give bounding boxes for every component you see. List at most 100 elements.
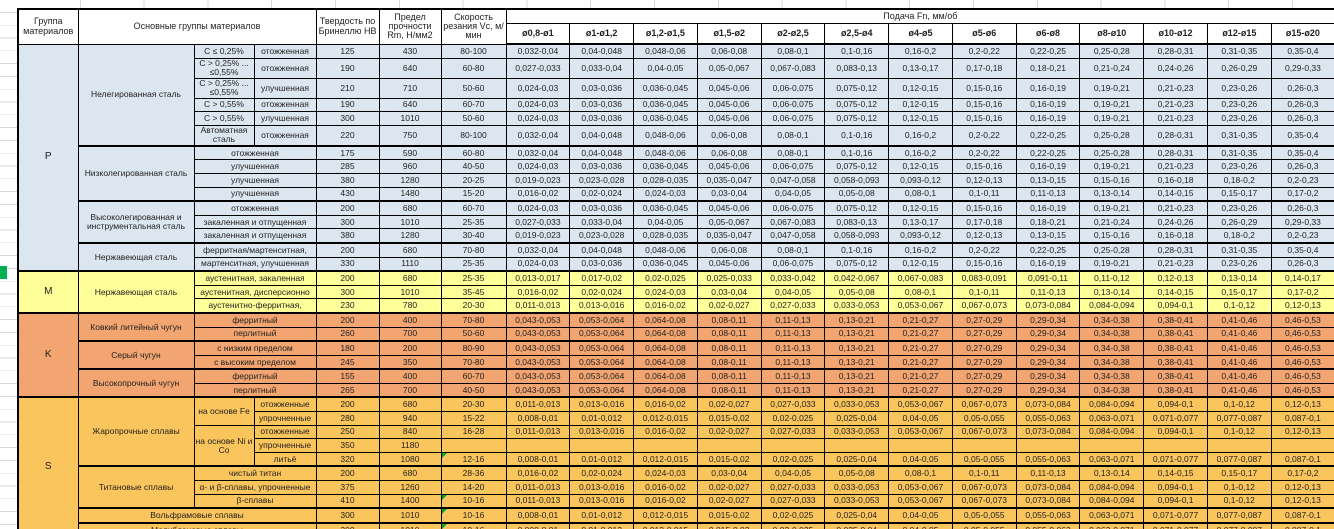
- hardness-cell[interactable]: 300: [315, 214, 380, 230]
- feed-value-cell-11[interactable]: 0,1-0,12: [1206, 480, 1272, 495]
- strength-cell[interactable]: 1400: [378, 493, 442, 509]
- strength-cell[interactable]: 680: [378, 396, 442, 413]
- feed-value-cell-5[interactable]: 0,13-0,21: [824, 354, 890, 370]
- cutting-speed-cell[interactable]: 80-100: [440, 43, 507, 59]
- column-header-hardness[interactable]: Твердость по Бринеллю HB: [315, 8, 380, 45]
- material-name-cell[interactable]: Высокопрочный чугун: [77, 368, 195, 398]
- strength-cell[interactable]: 680: [378, 200, 442, 216]
- feed-value-cell-1[interactable]: 0,03-0,036: [569, 77, 635, 99]
- feed-value-cell-8[interactable]: 0,13-0,15: [1015, 172, 1081, 188]
- feed-value-cell-6[interactable]: 0,053-0,067: [888, 480, 953, 495]
- feed-value-cell-0[interactable]: 0,016-0,02: [505, 186, 571, 202]
- feed-value-cell-0[interactable]: 0,043-0,053: [505, 368, 571, 384]
- feed-value-cell-2[interactable]: 0,04-0,05: [633, 57, 698, 79]
- feed-value-cell-12[interactable]: 0,26-0,3: [1270, 200, 1334, 216]
- material-name-cell[interactable]: Титановые сплавы: [77, 465, 195, 509]
- feed-value-cell-2[interactable]: 0,036-0,045: [633, 97, 698, 113]
- hardness-cell[interactable]: 300: [315, 111, 380, 126]
- feed-value-cell-5[interactable]: 0,075-0,12: [824, 159, 890, 174]
- feed-value-cell-3[interactable]: 0,015-0,02: [696, 521, 762, 529]
- feed-value-cell-0[interactable]: 0,008-0,01: [505, 411, 571, 426]
- feed-value-cell-0[interactable]: 0,027-0,033: [505, 57, 571, 79]
- feed-value-cell-1[interactable]: 0,053-0,064: [569, 340, 635, 356]
- feed-value-cell-8[interactable]: 0,16-0,19: [1015, 159, 1081, 174]
- cutting-speed-cell[interactable]: 70-80: [440, 354, 507, 370]
- strength-cell[interactable]: 1010: [378, 111, 442, 126]
- feed-value-cell-1[interactable]: 0,04-0,048: [569, 144, 635, 161]
- strength-cell[interactable]: 430: [378, 43, 442, 59]
- cutting-speed-cell[interactable]: 80-100: [440, 124, 507, 147]
- column-header-diameter-3[interactable]: ø1,5-ø2: [696, 23, 762, 45]
- feed-value-cell-4[interactable]: 0,02-0,025: [760, 521, 826, 529]
- feed-value-cell-9[interactable]: 0,34-0,38: [1079, 354, 1145, 370]
- hardness-cell[interactable]: 320: [315, 451, 380, 467]
- feed-value-cell-1[interactable]: 0,013-0,016: [569, 424, 635, 440]
- feed-value-cell-5[interactable]: 0,075-0,12: [824, 200, 890, 216]
- feed-value-cell-9[interactable]: 0,25-0,28: [1079, 43, 1145, 59]
- feed-value-cell-3[interactable]: 0,045-0,06: [696, 256, 762, 272]
- feed-value-cell-10[interactable]: 0,24-0,26: [1143, 57, 1208, 79]
- hardness-cell[interactable]: 200: [315, 396, 380, 413]
- feed-value-cell-8[interactable]: 0,29-0,34: [1015, 326, 1081, 342]
- column-header-strength[interactable]: Предел прочности Rm, Н/мм2: [378, 8, 442, 45]
- feed-value-cell-0[interactable]: 0,008-0,01: [505, 451, 571, 467]
- column-header-diameter-11[interactable]: ø12-ø15: [1206, 23, 1272, 45]
- material-subtype-cell[interactable]: C > 0,25% ... ≤0,55%: [193, 77, 255, 99]
- material-subtype-cell[interactable]: Автоматная сталь: [193, 124, 255, 147]
- feed-value-cell-9[interactable]: 0,21-0,24: [1079, 57, 1145, 79]
- feed-value-cell-2[interactable]: 0,016-0,02: [633, 480, 698, 495]
- feed-value-cell-9[interactable]: 0,19-0,21: [1079, 256, 1145, 272]
- hardness-cell[interactable]: 350: [315, 438, 380, 453]
- feed-value-cell-11[interactable]: 0,077-0,087: [1206, 451, 1272, 467]
- feed-value-cell-11[interactable]: 0,31-0,35: [1206, 144, 1272, 161]
- feed-value-cell-1[interactable]: 0,053-0,064: [569, 382, 635, 398]
- feed-value-cell-2[interactable]: 0,016-0,02: [633, 396, 698, 413]
- feed-value-cell-2[interactable]: 0,024-0,03: [633, 186, 698, 202]
- feed-value-cell-11[interactable]: 0,41-0,46: [1206, 340, 1272, 356]
- feed-value-cell-4[interactable]: 0,06-0,075: [760, 256, 826, 272]
- feed-value-cell-6[interactable]: 0,12-0,15: [888, 111, 953, 126]
- feed-value-cell-7[interactable]: 0,27-0,29: [951, 354, 1017, 370]
- feed-value-cell-8[interactable]: 0,29-0,34: [1015, 311, 1081, 328]
- feed-value-cell-7[interactable]: 0,15-0,16: [951, 200, 1017, 216]
- feed-value-cell-8[interactable]: 0,16-0,19: [1015, 256, 1081, 272]
- feed-value-cell-1[interactable]: 0,03-0,036: [569, 159, 635, 174]
- feed-value-cell-5[interactable]: 0,05-0,08: [824, 465, 890, 482]
- feed-value-cell-11[interactable]: 0,23-0,26: [1206, 256, 1272, 272]
- feed-value-cell-5[interactable]: 0,033-0,053: [824, 396, 890, 413]
- material-subtype-cell[interactable]: на основе Fe: [193, 396, 255, 426]
- feed-value-cell-3[interactable]: 0,045-0,06: [696, 111, 762, 126]
- feed-value-cell-6[interactable]: 0,16-0,2: [888, 43, 953, 59]
- feed-value-cell-9[interactable]: 0,11-0,12: [1079, 270, 1145, 286]
- feed-value-cell-1[interactable]: 0,053-0,064: [569, 311, 635, 328]
- strength-cell[interactable]: 1010: [378, 284, 442, 300]
- feed-value-cell-2[interactable]: 0,012-0,015: [633, 521, 698, 529]
- column-header-diameter-12[interactable]: ø15-ø20: [1270, 23, 1334, 45]
- material-subtype-cell[interactable]: C > 0,25% ... ≤0,55%: [193, 57, 255, 79]
- strength-cell[interactable]: 400: [378, 311, 442, 328]
- feed-value-cell-10[interactable]: 0,21-0,23: [1143, 97, 1208, 113]
- feed-value-cell-6[interactable]: 0,16-0,2: [888, 144, 953, 161]
- feed-value-cell-3[interactable]: 0,08-0,11: [696, 382, 762, 398]
- group-letter-cell-M[interactable]: M: [17, 270, 79, 314]
- hardness-cell[interactable]: 250: [315, 424, 380, 440]
- material-subtype-cell[interactable]: мартенситная, улучшенная: [193, 256, 317, 272]
- feed-value-cell-11[interactable]: 0,1-0,12: [1206, 493, 1272, 509]
- feed-value-cell-3[interactable]: 0,02-0,027: [696, 424, 762, 440]
- feed-value-cell-9[interactable]: 0,34-0,38: [1079, 311, 1145, 328]
- feed-value-cell-1[interactable]: 0,01-0,012: [569, 521, 635, 529]
- feed-value-cell-11[interactable]: 0,23-0,26: [1206, 200, 1272, 216]
- feed-value-cell-9[interactable]: 0,25-0,28: [1079, 241, 1145, 258]
- feed-value-cell-12[interactable]: 0,17-0,2: [1270, 465, 1334, 482]
- feed-value-cell-2[interactable]: 0,036-0,045: [633, 159, 698, 174]
- feed-value-cell-9[interactable]: 0,084-0,094: [1079, 298, 1145, 314]
- feed-value-cell-1[interactable]: [569, 438, 635, 453]
- feed-value-cell-1[interactable]: 0,01-0,012: [569, 507, 635, 524]
- feed-value-cell-0[interactable]: 0,032-0,04: [505, 241, 571, 258]
- column-header-diameter-7[interactable]: ø5-ø6: [951, 23, 1017, 45]
- feed-value-cell-8[interactable]: 0,22-0,25: [1015, 144, 1081, 161]
- feed-value-cell-1[interactable]: 0,01-0,012: [569, 451, 635, 467]
- material-subtype-cell[interactable]: аустенитная, закаленная: [193, 270, 317, 286]
- material-subtype-cell[interactable]: ферритная/мартенситная,: [193, 241, 317, 258]
- feed-value-cell-0[interactable]: 0,024-0,03: [505, 256, 571, 272]
